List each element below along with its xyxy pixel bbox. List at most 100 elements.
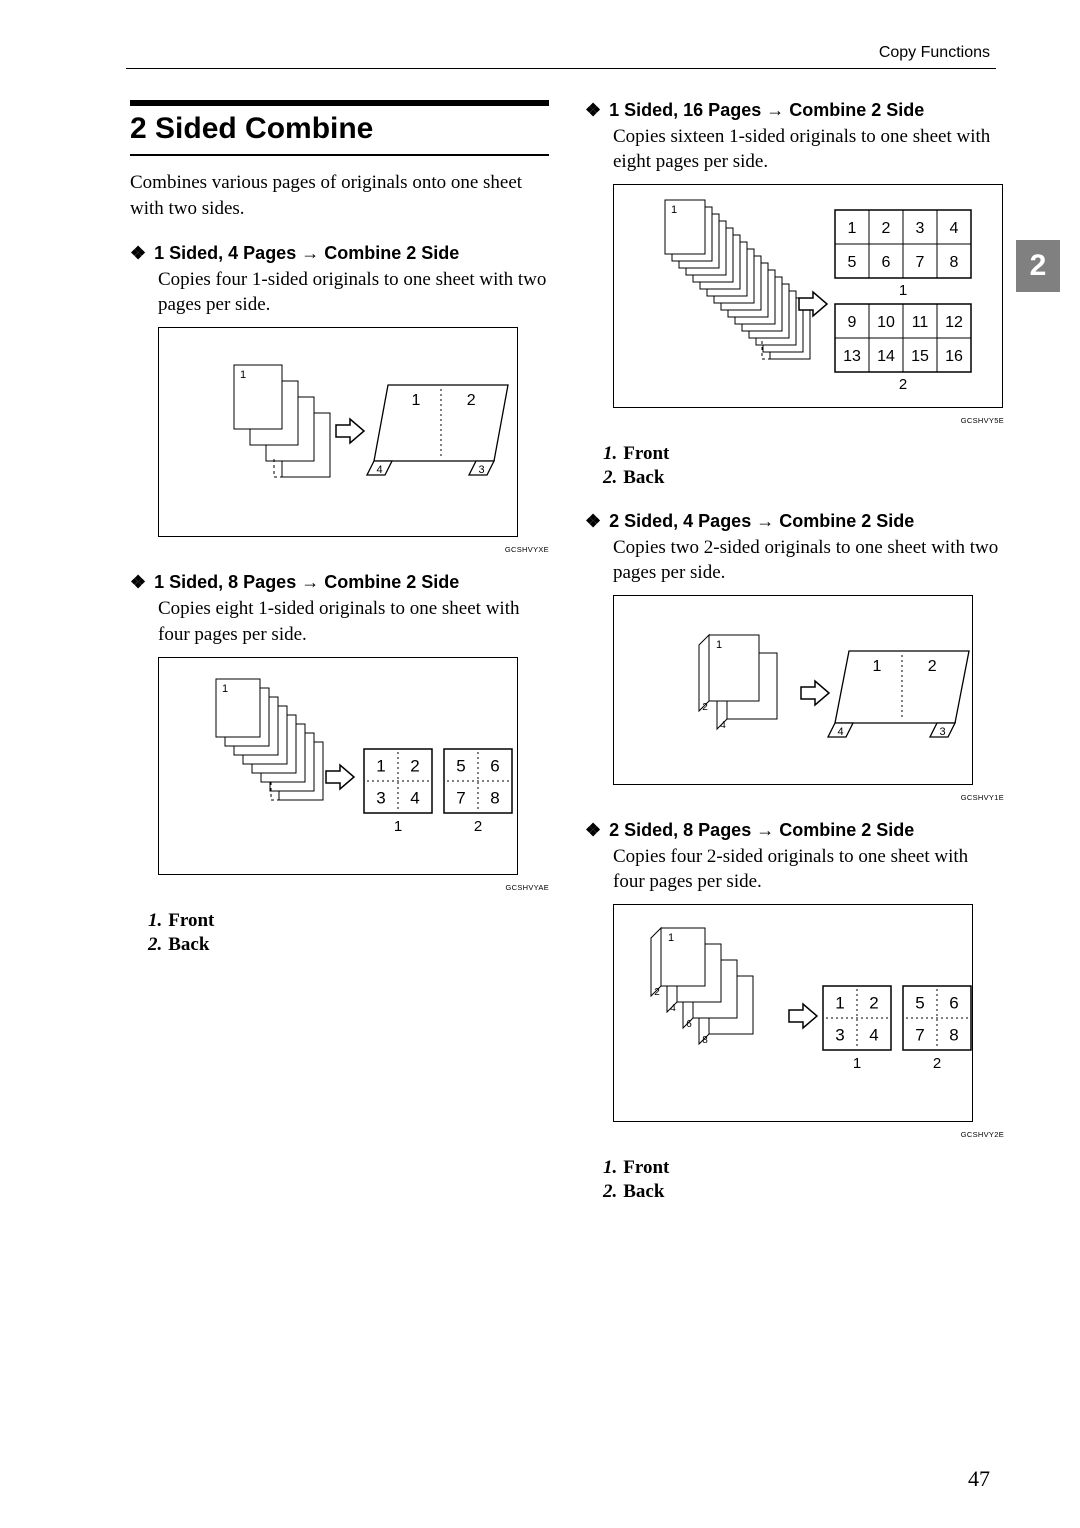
item-head: ❖ 2 Sided, 4 Pages → Combine 2 Side xyxy=(585,511,1004,532)
legend-text: Back xyxy=(623,467,664,489)
svg-text:7: 7 xyxy=(916,254,925,271)
item-desc: Copies sixteen 1-sided originals to one … xyxy=(613,124,1004,174)
svg-text:5: 5 xyxy=(456,756,465,775)
item-1s8p: ❖ 1 Sided, 8 Pages → Combine 2 Side Copi… xyxy=(130,572,549,891)
svg-text:1: 1 xyxy=(873,658,882,675)
item-title: 2 Sided, 8 Pages → Combine 2 Side xyxy=(609,820,914,841)
legend-text: Back xyxy=(623,1181,664,1203)
figure-box: 87211234156782 xyxy=(158,657,549,880)
bullet-icon: ❖ xyxy=(585,512,601,530)
svg-text:4: 4 xyxy=(869,1026,878,1045)
svg-text:8: 8 xyxy=(490,788,499,807)
svg-text:2: 2 xyxy=(467,392,476,409)
svg-text:2: 2 xyxy=(702,702,708,713)
item-desc: Copies four 1-sided originals to one she… xyxy=(158,267,549,317)
svg-text:10: 10 xyxy=(877,314,895,331)
section-heading-bar: 2 Sided Combine xyxy=(130,100,549,156)
svg-text:7: 7 xyxy=(915,1026,924,1045)
legend-row: 2. Back xyxy=(603,1181,1004,1203)
item-title: 2 Sided, 4 Pages → Combine 2 Side xyxy=(609,511,914,532)
legend-row: 1. Front xyxy=(603,1157,1004,1179)
section-heading: 2 Sided Combine xyxy=(130,112,549,146)
bullet-icon: ❖ xyxy=(130,244,146,262)
legend: 1. Front 2. Back xyxy=(148,910,549,956)
svg-text:8: 8 xyxy=(950,254,959,271)
svg-text:1: 1 xyxy=(412,392,421,409)
legend-row: 2. Back xyxy=(603,467,1004,489)
svg-text:4: 4 xyxy=(720,720,726,731)
svg-text:3: 3 xyxy=(478,464,484,476)
svg-text:6: 6 xyxy=(949,994,958,1013)
legend-row: 2. Back xyxy=(148,934,549,956)
svg-text:4: 4 xyxy=(837,726,843,738)
svg-text:6: 6 xyxy=(490,756,499,775)
item-1s4p: ❖ 1 Sided, 4 Pages → Combine 2 Side Copi… xyxy=(130,243,549,554)
svg-text:2: 2 xyxy=(928,658,937,675)
legend: 1. Front 2. Back xyxy=(603,1157,1004,1203)
svg-text:1: 1 xyxy=(716,639,722,651)
svg-text:1: 1 xyxy=(835,994,844,1013)
legend-row: 1. Front xyxy=(603,443,1004,465)
item-title: 1 Sided, 4 Pages → Combine 2 Side xyxy=(154,243,459,264)
figure-box: 34121243 xyxy=(613,595,1004,790)
figure-code: GCSHVY2E xyxy=(613,1130,1004,1139)
bullet-icon: ❖ xyxy=(585,101,601,119)
right-column: ❖ 1 Sided, 16 Pages → Combine 2 Side Cop… xyxy=(585,100,1004,1225)
svg-text:12: 12 xyxy=(945,314,963,331)
figure-box: 1615211234567819101112131415162 xyxy=(613,184,1004,413)
legend-text: Back xyxy=(168,934,209,956)
bullet-icon: ❖ xyxy=(585,821,601,839)
svg-text:8: 8 xyxy=(949,1026,958,1045)
figure-diagram: 34121243 xyxy=(613,595,973,785)
item-desc: Copies eight 1-sided originals to one sh… xyxy=(158,596,549,646)
legend-row: 1. Front xyxy=(148,910,549,932)
svg-text:3: 3 xyxy=(376,788,385,807)
figure-wrap: 87211234156782 GCSHVYAE xyxy=(158,657,549,892)
svg-text:1: 1 xyxy=(671,204,677,216)
figure-code: GCSHVYXE xyxy=(158,545,549,554)
svg-text:1: 1 xyxy=(899,282,907,299)
svg-text:16: 16 xyxy=(945,348,963,365)
legend-num: 2. xyxy=(603,467,617,489)
legend-text: Front xyxy=(623,443,669,465)
svg-text:1: 1 xyxy=(376,756,385,775)
svg-text:4: 4 xyxy=(950,220,959,237)
figure-wrap: 34121243 GCSHVY1E xyxy=(613,595,1004,802)
bullet-icon: ❖ xyxy=(130,573,146,591)
header-section: Copy Functions xyxy=(879,44,990,62)
item-2s4p: ❖ 2 Sided, 4 Pages → Combine 2 Side Copi… xyxy=(585,511,1004,802)
legend-text: Front xyxy=(168,910,214,932)
svg-text:1: 1 xyxy=(222,683,228,695)
svg-text:13: 13 xyxy=(843,348,861,365)
left-column: 2 Sided Combine Combines various pages o… xyxy=(130,100,549,1225)
svg-text:1: 1 xyxy=(668,932,674,944)
svg-text:2: 2 xyxy=(474,818,482,835)
svg-text:6: 6 xyxy=(882,254,891,271)
legend-num: 2. xyxy=(603,1181,617,1203)
intro-text: Combines various pages of originals onto… xyxy=(130,170,549,221)
figure-diagram: 87211234156782 xyxy=(158,657,518,875)
svg-text:2: 2 xyxy=(869,994,878,1013)
item-desc: Copies two 2-sided originals to one shee… xyxy=(613,535,1004,585)
chapter-tab: 2 xyxy=(1016,240,1060,292)
svg-text:11: 11 xyxy=(912,314,929,331)
svg-text:4: 4 xyxy=(410,788,419,807)
svg-text:9: 9 xyxy=(848,314,857,331)
svg-text:14: 14 xyxy=(877,348,895,365)
svg-text:2: 2 xyxy=(882,220,891,237)
figure-box: 785634121234156782 xyxy=(613,904,1004,1127)
svg-text:2: 2 xyxy=(899,376,907,393)
svg-text:8: 8 xyxy=(702,1035,708,1046)
two-column-layout: 2 Sided Combine Combines various pages o… xyxy=(130,100,1004,1225)
legend-num: 1. xyxy=(148,910,162,932)
legend-num: 1. xyxy=(603,1157,617,1179)
svg-text:2: 2 xyxy=(933,1055,941,1072)
svg-text:3: 3 xyxy=(939,726,945,738)
legend-num: 2. xyxy=(148,934,162,956)
figure-wrap: 785634121234156782 GCSHVY2E xyxy=(613,904,1004,1139)
svg-text:1: 1 xyxy=(853,1055,861,1072)
svg-text:5: 5 xyxy=(848,254,857,271)
legend-num: 1. xyxy=(603,443,617,465)
figure-box: 43211243 xyxy=(158,327,549,542)
svg-text:7: 7 xyxy=(456,788,465,807)
